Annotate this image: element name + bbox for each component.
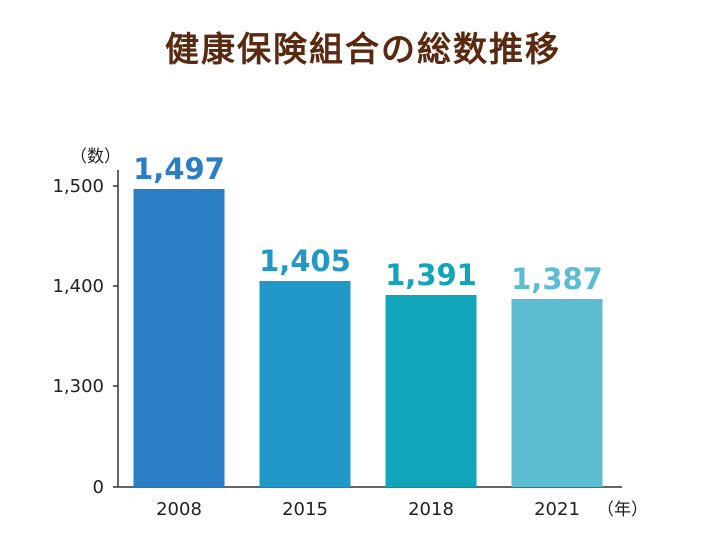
data-label-2018: 1,391: [385, 258, 477, 292]
y-tick-label: 1,300: [52, 376, 104, 397]
data-label-2015: 1,405: [259, 244, 351, 278]
data-label-2008: 1,497: [133, 152, 225, 186]
x-tick-label: 2015: [282, 499, 328, 520]
x-unit-label: （年）: [597, 500, 648, 520]
y-unit-label: （数）: [70, 147, 121, 167]
data-label-2021: 1,387: [511, 262, 603, 296]
y-tick-label: 1,500: [52, 176, 104, 197]
x-tick-label: 2008: [156, 499, 202, 520]
x-tick-label: 2018: [408, 499, 454, 520]
bar-2021: [511, 299, 603, 487]
x-tick-label: 2021: [534, 499, 580, 520]
bar-2015: [259, 281, 351, 487]
bar-2018: [385, 295, 477, 487]
bar-2008: [133, 189, 225, 487]
chart-title: 健康保険組合の総数推移: [165, 30, 561, 70]
y-tick-label: 1,400: [52, 276, 104, 297]
y-tick-label: 0: [93, 477, 104, 498]
